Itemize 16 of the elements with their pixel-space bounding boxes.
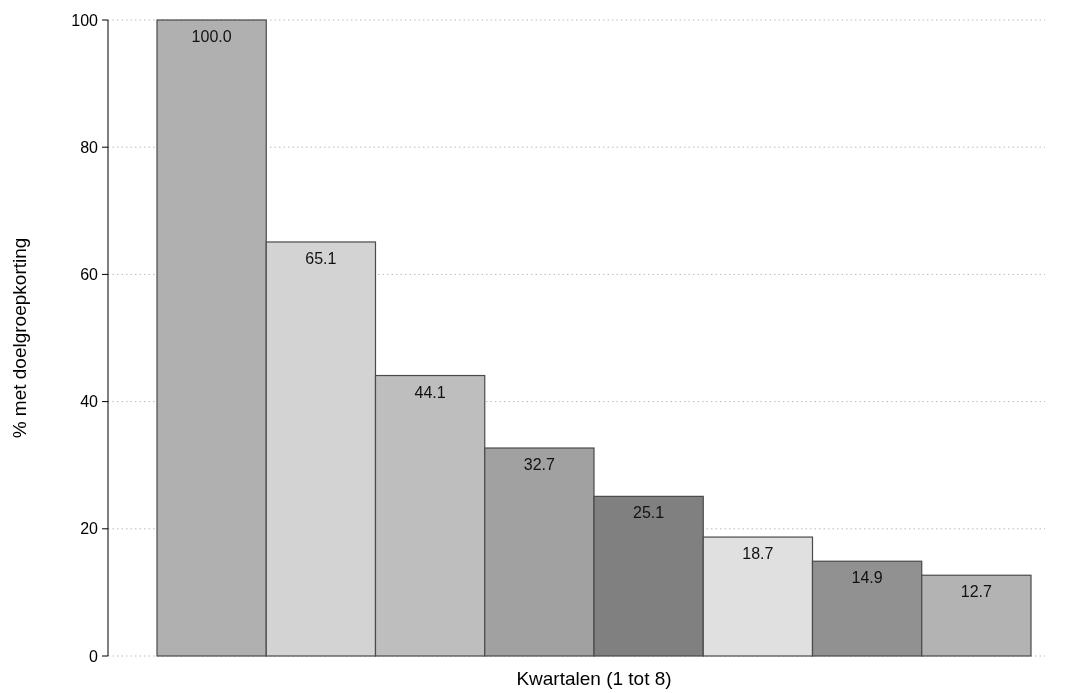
data-label: 32.7 (523, 456, 556, 474)
y-tick-label: 60 (80, 266, 99, 283)
y-tick-label: 40 (80, 393, 99, 411)
data-label: 100.0 (191, 28, 232, 45)
data-label: 44.1 (414, 383, 446, 401)
x-axis-title: Kwartalen (1 tot 8) (516, 668, 672, 689)
data-label: 65.1 (305, 249, 337, 267)
y-tick-label: 80 (80, 138, 99, 156)
y-tick-label: 0 (89, 647, 99, 665)
data-label: 18.7 (742, 545, 774, 563)
y-tick-label: 20 (80, 520, 99, 538)
y-tick-label: 100 (71, 11, 99, 29)
data-label: 12.7 (960, 583, 993, 601)
y-axis-title: % met doelgroepkorting (9, 237, 30, 439)
data-label: 14.9 (851, 569, 883, 587)
data-label: 25.1 (633, 504, 665, 522)
